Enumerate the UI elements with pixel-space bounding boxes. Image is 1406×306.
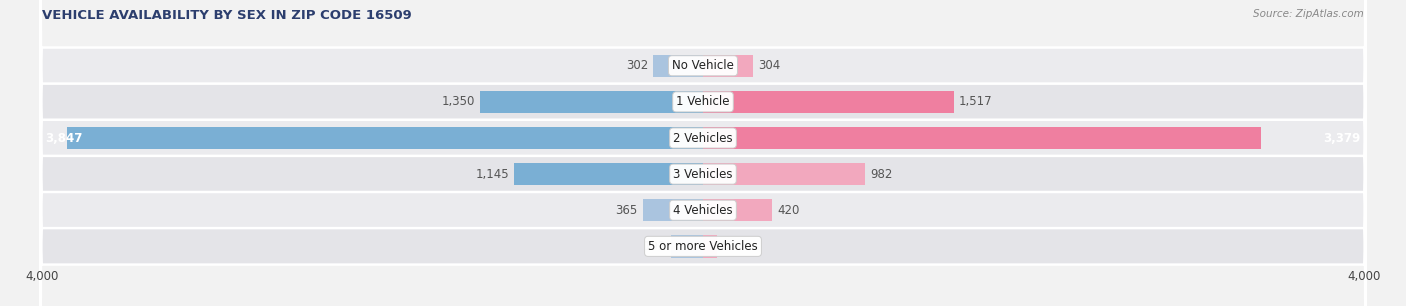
Bar bbox=[703, 91, 953, 113]
Bar bbox=[479, 91, 703, 113]
Text: No Vehicle: No Vehicle bbox=[672, 59, 734, 72]
FancyBboxPatch shape bbox=[41, 0, 1365, 306]
Bar bbox=[513, 163, 703, 185]
Bar bbox=[703, 235, 717, 258]
Bar bbox=[703, 163, 865, 185]
Text: 3,379: 3,379 bbox=[1323, 132, 1361, 144]
Bar bbox=[671, 235, 703, 258]
Text: 982: 982 bbox=[870, 168, 893, 181]
Bar bbox=[654, 54, 703, 77]
Text: 5 or more Vehicles: 5 or more Vehicles bbox=[648, 240, 758, 253]
FancyBboxPatch shape bbox=[41, 0, 1365, 264]
FancyBboxPatch shape bbox=[41, 0, 1365, 306]
Text: 1 Vehicle: 1 Vehicle bbox=[676, 95, 730, 108]
Bar bbox=[703, 127, 1261, 149]
Text: 1,517: 1,517 bbox=[959, 95, 993, 108]
Bar bbox=[67, 127, 703, 149]
FancyBboxPatch shape bbox=[41, 0, 1365, 300]
Text: 3,847: 3,847 bbox=[45, 132, 83, 144]
Text: 302: 302 bbox=[626, 59, 648, 72]
Bar bbox=[703, 199, 772, 222]
Text: 1,350: 1,350 bbox=[441, 95, 475, 108]
Text: 1,145: 1,145 bbox=[475, 168, 509, 181]
Text: VEHICLE AVAILABILITY BY SEX IN ZIP CODE 16509: VEHICLE AVAILABILITY BY SEX IN ZIP CODE … bbox=[42, 9, 412, 22]
Text: 2 Vehicles: 2 Vehicles bbox=[673, 132, 733, 144]
Text: 192: 192 bbox=[644, 240, 666, 253]
Text: Source: ZipAtlas.com: Source: ZipAtlas.com bbox=[1253, 9, 1364, 19]
FancyBboxPatch shape bbox=[41, 12, 1365, 306]
Bar bbox=[703, 54, 754, 77]
Text: 420: 420 bbox=[778, 204, 800, 217]
Text: 304: 304 bbox=[758, 59, 780, 72]
Text: 3 Vehicles: 3 Vehicles bbox=[673, 168, 733, 181]
Bar bbox=[643, 199, 703, 222]
FancyBboxPatch shape bbox=[41, 48, 1365, 306]
Text: 4 Vehicles: 4 Vehicles bbox=[673, 204, 733, 217]
Text: 83: 83 bbox=[721, 240, 737, 253]
Text: 365: 365 bbox=[616, 204, 638, 217]
